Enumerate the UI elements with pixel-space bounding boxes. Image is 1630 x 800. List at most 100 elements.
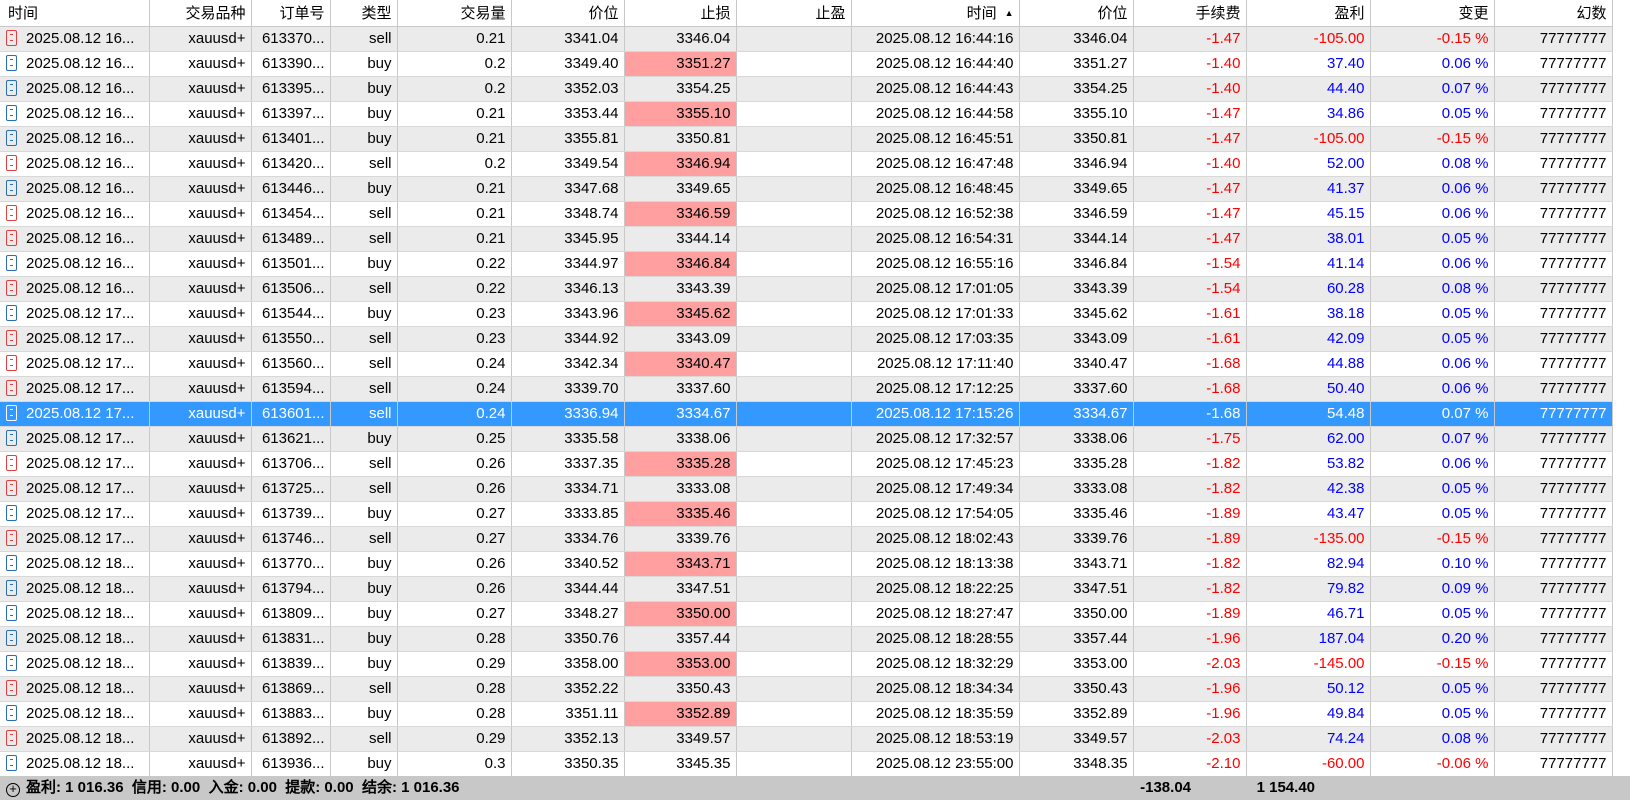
- table-row[interactable]: 2025.08.12 18... xauusd+ 613770... buy 0.26 3…: [0, 551, 1613, 577]
- cell-text: 2025.08.12 18...: [26, 755, 135, 772]
- cell-stop-loss: 3346.94: [624, 151, 737, 177]
- sell-deal-icon: [6, 380, 17, 396]
- cell-text: 3344.44: [564, 580, 619, 597]
- column-header-profit[interactable]: 盈利: [1246, 0, 1371, 27]
- cell-text: 3352.03: [564, 80, 619, 97]
- cell-text: 3340.47: [1073, 355, 1128, 372]
- column-header-close-time[interactable]: 时间 ▲: [851, 0, 1020, 27]
- table-row[interactable]: 2025.08.12 18... xauusd+ 613869... sell 0.28…: [0, 676, 1613, 702]
- cell-text: 2025.08.12 18...: [26, 730, 135, 747]
- cell-text: sell: [368, 280, 392, 297]
- column-header-change[interactable]: 变更: [1370, 0, 1495, 27]
- cell-text: 77777777: [1539, 730, 1607, 747]
- column-header-order-id[interactable]: 订单号: [251, 0, 331, 27]
- cell-text: 3346.59: [1073, 205, 1128, 222]
- cell-text: 3343.96: [564, 305, 619, 322]
- cell-change: 0.06 %: [1370, 451, 1495, 477]
- table-row[interactable]: 2025.08.12 17... xauusd+ 613560... sell 0.24…: [0, 351, 1613, 377]
- column-header-type[interactable]: 类型: [330, 0, 398, 27]
- column-header-magic[interactable]: 幻数: [1494, 0, 1613, 27]
- cell-close-price: 3339.76: [1019, 526, 1134, 552]
- column-header-label: 价位: [588, 5, 619, 23]
- table-row[interactable]: 2025.08.12 17... xauusd+ 613621... buy 0.25 3…: [0, 426, 1613, 452]
- buy-deal-icon: [6, 705, 17, 721]
- table-row[interactable]: 2025.08.12 17... xauusd+ 613601... sell 0.24…: [0, 401, 1613, 427]
- cell-change: 0.05 %: [1370, 476, 1495, 502]
- cell-take-profit: [736, 376, 852, 402]
- column-header-volume[interactable]: 交易量: [397, 0, 512, 27]
- table-row[interactable]: 2025.08.12 16... xauusd+ 613446... buy 0.21 3…: [0, 176, 1613, 202]
- table-row[interactable]: 2025.08.12 16... xauusd+ 613397... buy 0.21 3…: [0, 101, 1613, 127]
- cell-text: 613397...: [261, 105, 325, 122]
- cell-text: 50.12: [1326, 680, 1365, 697]
- cell-take-profit: [736, 51, 852, 77]
- table-row[interactable]: 2025.08.12 16... xauusd+ 613390... buy 0.2 33…: [0, 51, 1613, 77]
- table-row[interactable]: 2025.08.12 17... xauusd+ 613706... sell 0.26…: [0, 451, 1613, 477]
- cell-text: 3334.76: [564, 530, 619, 547]
- column-header-take-profit[interactable]: 止盈: [736, 0, 852, 27]
- cell-text: 613544...: [261, 305, 325, 322]
- column-header-symbol[interactable]: 交易品种: [149, 0, 252, 27]
- cell-text: 0.25: [476, 430, 506, 447]
- cell-stop-loss: 3353.00: [624, 651, 737, 677]
- cell-commission: -1.47: [1133, 101, 1247, 127]
- cell-magic: 77777777: [1494, 401, 1613, 427]
- table-row[interactable]: 2025.08.12 16... xauusd+ 613489... sell 0.21…: [0, 226, 1613, 252]
- cell-type: sell: [330, 376, 398, 402]
- cell-open-time: 2025.08.12 18...: [0, 701, 150, 727]
- expand-plus-icon[interactable]: +: [6, 782, 20, 797]
- table-row[interactable]: 2025.08.12 18... xauusd+ 613831... buy 0.28 3…: [0, 626, 1613, 652]
- cell-text: 613401...: [261, 130, 325, 147]
- table-row[interactable]: 2025.08.12 17... xauusd+ 613746... sell 0.27…: [0, 526, 1613, 552]
- table-row[interactable]: 2025.08.12 16... xauusd+ 613370... sell 0.21…: [0, 26, 1613, 52]
- cell-magic: 77777777: [1494, 201, 1613, 227]
- cell-take-profit: [736, 176, 852, 202]
- cell-close-price: 3335.28: [1019, 451, 1134, 477]
- cell-text: -2.03: [1206, 655, 1241, 672]
- cell-symbol: xauusd+: [149, 651, 252, 677]
- table-row[interactable]: 2025.08.12 16... xauusd+ 613454... sell 0.21…: [0, 201, 1613, 227]
- table-row[interactable]: 2025.08.12 17... xauusd+ 613544... buy 0.23 3…: [0, 301, 1613, 327]
- column-header-open-time[interactable]: 时间: [0, 0, 150, 27]
- cell-text: 77777777: [1539, 230, 1607, 247]
- table-row[interactable]: 2025.08.12 16... xauusd+ 613506... sell 0.22…: [0, 276, 1613, 302]
- table-row[interactable]: 2025.08.12 16... xauusd+ 613401... buy 0.21 3…: [0, 126, 1613, 152]
- table-row[interactable]: 2025.08.12 18... xauusd+ 613883... buy 0.28 3…: [0, 701, 1613, 727]
- cell-text: 3350.00: [1073, 605, 1128, 622]
- column-header-close-price[interactable]: 价位: [1019, 0, 1134, 27]
- cell-type: sell: [330, 201, 398, 227]
- table-row[interactable]: 2025.08.12 16... xauusd+ 613501... buy 0.22 3…: [0, 251, 1613, 277]
- cell-profit: 34.86: [1246, 101, 1371, 127]
- table-row[interactable]: 2025.08.12 17... xauusd+ 613739... buy 0.27 3…: [0, 501, 1613, 527]
- cell-volume: 0.27: [397, 501, 512, 527]
- cell-magic: 77777777: [1494, 626, 1613, 652]
- cell-open-time: 2025.08.12 16...: [0, 251, 150, 277]
- cell-text: 3345.95: [564, 230, 619, 247]
- cell-text: 3347.51: [1073, 580, 1128, 597]
- table-row[interactable]: 2025.08.12 17... xauusd+ 613594... sell 0.24…: [0, 376, 1613, 402]
- table-row[interactable]: 2025.08.12 18... xauusd+ 613839... buy 0.29 3…: [0, 651, 1613, 677]
- column-header-commission[interactable]: 手续费: [1133, 0, 1247, 27]
- table-row[interactable]: 2025.08.12 17... xauusd+ 613550... sell 0.23…: [0, 326, 1613, 352]
- cell-take-profit: [736, 576, 852, 602]
- table-row[interactable]: 2025.08.12 18... xauusd+ 613809... buy 0.27 3…: [0, 601, 1613, 627]
- cell-magic: 77777777: [1494, 176, 1613, 202]
- table-row[interactable]: 2025.08.12 17... xauusd+ 613725... sell 0.26…: [0, 476, 1613, 502]
- cell-text: buy: [367, 505, 392, 522]
- table-row[interactable]: 2025.08.12 18... xauusd+ 613892... sell 0.29…: [0, 726, 1613, 752]
- cell-text: 2025.08.12 18:13:38: [875, 555, 1014, 572]
- cell-profit: 79.82: [1246, 576, 1371, 602]
- table-row[interactable]: 2025.08.12 16... xauusd+ 613395... buy 0.2 33…: [0, 76, 1613, 102]
- column-header-open-price[interactable]: 价位: [511, 0, 625, 27]
- cell-text: xauusd+: [188, 230, 246, 247]
- cell-open-price: 3339.70: [511, 376, 625, 402]
- cell-text: -0.15 %: [1436, 530, 1489, 547]
- table-row[interactable]: 2025.08.12 18... xauusd+ 613936... buy 0.3 33…: [0, 751, 1613, 777]
- cell-text: 3338.06: [676, 430, 731, 447]
- cell-text: -1.75: [1206, 430, 1241, 447]
- column-header-stop-loss[interactable]: 止损: [624, 0, 737, 27]
- cell-profit: 44.88: [1246, 351, 1371, 377]
- table-row[interactable]: 2025.08.12 16... xauusd+ 613420... sell 0.2 3…: [0, 151, 1613, 177]
- table-row[interactable]: 2025.08.12 18... xauusd+ 613794... buy 0.26 3…: [0, 576, 1613, 602]
- cell-open-time: 2025.08.12 17...: [0, 301, 150, 327]
